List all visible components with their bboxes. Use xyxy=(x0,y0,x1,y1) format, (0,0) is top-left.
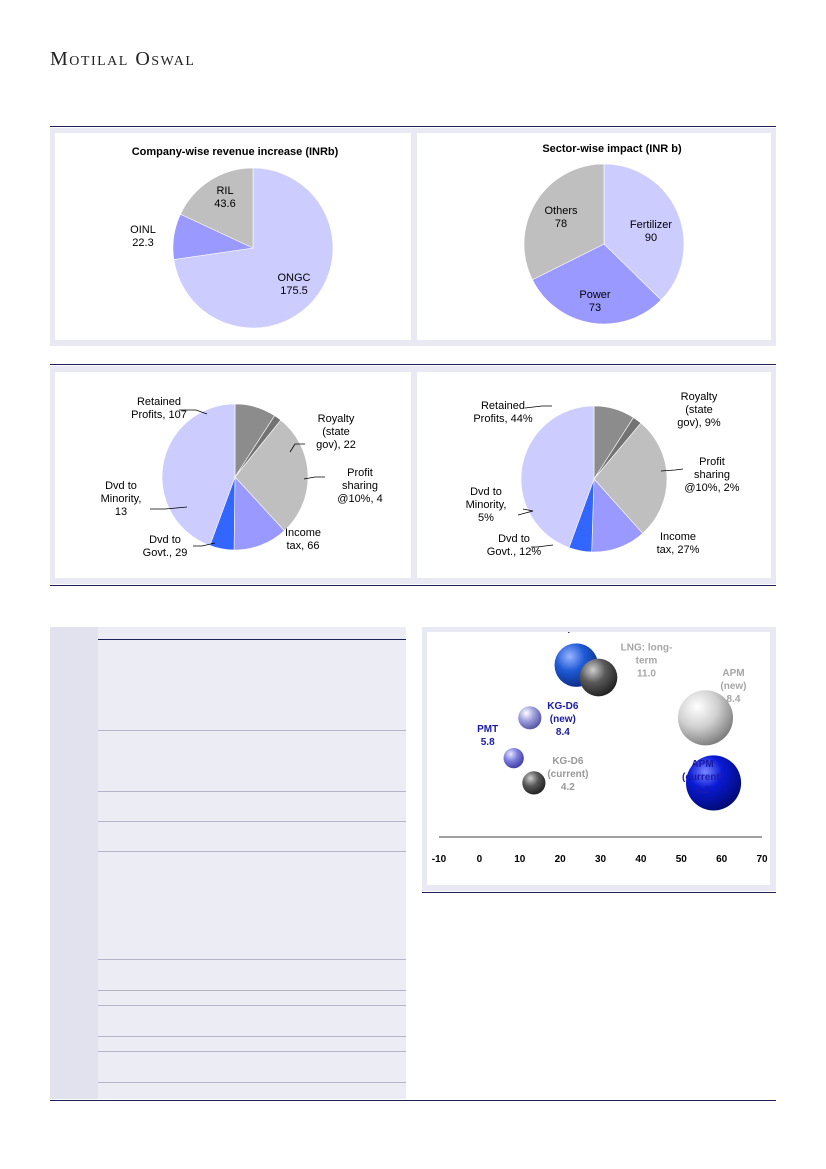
top-rule-1 xyxy=(50,126,776,127)
data-label-royalty-state-gov: Royalty (state gov), 22 xyxy=(316,413,356,451)
table-row-divider xyxy=(98,1082,406,1083)
pie-slice-income-tax xyxy=(234,419,309,532)
sector-impact-pie-chart: Sector-wise impact (INR b) Fertilizer 90 Po… xyxy=(523,143,685,325)
x-tick-label: -10 xyxy=(432,854,447,865)
bubble-chart-panel: -10 0 10 20 30 40 50 60 70 LNG: Spot LNG: long-ter… xyxy=(427,623,770,885)
page-bottom-rule xyxy=(50,1100,776,1101)
pie-slice-ril xyxy=(180,167,254,249)
pie-slice-fertilizer xyxy=(603,163,685,301)
bubble-kg-d6-current xyxy=(522,771,546,795)
data-label-retained-profits: Retained Profits, 44% xyxy=(473,400,533,425)
data-label-profit-sharing-10: Profit sharing @10%, 2% xyxy=(684,456,739,494)
leader-line xyxy=(303,476,325,480)
bubble-label-lng-long-term: LNG: long-term 11.0 xyxy=(621,643,673,680)
bubble-apm-current xyxy=(686,755,742,811)
leader-line xyxy=(531,544,554,548)
data-label-income-tax: Income tax, 27% xyxy=(657,531,700,556)
pie-slice-income-tax xyxy=(593,422,668,534)
pie-slice-retained-profits xyxy=(520,405,595,548)
bubble-label-apm-new: APM (new) 8.4 xyxy=(720,668,746,705)
data-label-retained-profits: Retained Profits, 107 xyxy=(131,396,187,421)
distribution-value-pie-chart: Royalty (state gov), 22 Profit sharing @10%, … xyxy=(101,396,383,559)
chart-panel-company: Company-wise revenue increase (INRb) ONGC… xyxy=(55,133,411,340)
data-label-dvd-to-govt: Dvd to Govt., 29 xyxy=(143,534,188,559)
data-label-profit-sharing-10: Profit sharing @10%, 4 xyxy=(337,467,382,505)
pie-slice-retained-profits xyxy=(161,403,236,546)
chart-title: Company-wise revenue increase (INRb) xyxy=(132,146,339,158)
table-row-divider xyxy=(98,821,406,822)
leader-line xyxy=(289,443,305,453)
table-header-rule xyxy=(98,639,406,640)
pie-slice-others xyxy=(523,163,605,281)
leader-line xyxy=(524,405,552,409)
data-label-ril: RIL 43.6 xyxy=(214,185,235,210)
table-row-divider xyxy=(98,1051,406,1052)
top-rule-2 xyxy=(50,364,776,365)
x-tick-label: 10 xyxy=(514,854,526,865)
data-label-ongc: ONGC 175.5 xyxy=(278,272,311,297)
gas-price-bubble-chart: -10 0 10 20 30 40 50 60 70 LNG: Spot LNG: long-ter… xyxy=(432,623,768,865)
chart-title: Sector-wise impact (INR b) xyxy=(542,143,682,155)
data-label-dvd-to-minority: Dvd to Minority, 13 xyxy=(101,480,142,518)
x-tick-label: 70 xyxy=(756,854,768,865)
distribution-percent-pie-chart: Royalty (state gov), 9% Profit sharing @10%, … xyxy=(466,391,740,558)
bubble-pmt xyxy=(503,747,524,769)
x-tick-label: 60 xyxy=(716,854,728,865)
data-table xyxy=(50,627,406,1099)
x-tick-label: 40 xyxy=(635,854,647,865)
bubble-label-pmt: PMT 5.8 xyxy=(477,724,498,748)
data-label-income-tax: Income tax, 66 xyxy=(285,527,321,552)
leader-line xyxy=(517,508,534,516)
bubble-kg-d6-new xyxy=(518,706,542,730)
table-row-divider xyxy=(98,990,406,991)
data-label-dvd-to-minority: Dvd to Minority, 5% xyxy=(466,486,507,524)
x-tick-label: 0 xyxy=(477,854,483,865)
bubble-lng-long-term xyxy=(579,658,618,697)
bottom-rule-2 xyxy=(50,585,776,586)
leader-line xyxy=(193,542,216,547)
table-row-divider xyxy=(98,791,406,792)
company-revenue-pie-chart: Company-wise revenue increase (INRb) ONGC… xyxy=(130,146,339,329)
bubble-label-lng-spot: LNG: Spot xyxy=(534,632,584,634)
bubble-apm-new xyxy=(677,690,734,746)
table-row-divider xyxy=(98,730,406,731)
table-first-column xyxy=(50,627,98,1099)
data-label-royalty-state-gov: Royalty (state gov), 9% xyxy=(677,391,721,429)
bubble-label-kg-d6-new: KG-D6 (new) 8.4 xyxy=(547,701,579,738)
data-label-dvd-to-govt: Dvd to Govt., 12% xyxy=(487,533,542,558)
bubble-label-kg-d6-current: KG-D6 (current) 4.2 xyxy=(547,756,588,793)
x-tick-label: 50 xyxy=(676,854,688,865)
x-tick-label: 30 xyxy=(595,854,607,865)
data-label-fertilizer: Fertilizer 90 xyxy=(630,219,673,244)
x-tick-label: 20 xyxy=(555,854,567,865)
data-label-oinl: OINL 22.3 xyxy=(130,224,156,249)
table-row-divider xyxy=(98,1036,406,1037)
leader-line xyxy=(660,468,684,472)
table-row-divider xyxy=(98,959,406,960)
leader-line xyxy=(150,506,188,510)
table-row-divider xyxy=(98,851,406,852)
chart-panel-distribution-pct: Royalty (state gov), 9% Profit sharing @10%, … xyxy=(417,372,771,578)
leader-line xyxy=(179,409,208,415)
table-row-divider xyxy=(98,1005,406,1006)
brand-logo: Motilal Oswal xyxy=(50,48,196,70)
bubble-label-apm-current: APM (current) 4.2 xyxy=(682,759,723,796)
data-label-others: Others 78 xyxy=(544,205,578,230)
data-label-power: Power 73 xyxy=(579,289,611,314)
chart-panel-sector: Sector-wise impact (INR b) Fertilizer 90 Po… xyxy=(417,133,771,340)
bubble-bottom-rule xyxy=(422,892,776,893)
chart-panel-distribution-value: Royalty (state gov), 22 Profit sharing @10%, … xyxy=(55,372,411,578)
